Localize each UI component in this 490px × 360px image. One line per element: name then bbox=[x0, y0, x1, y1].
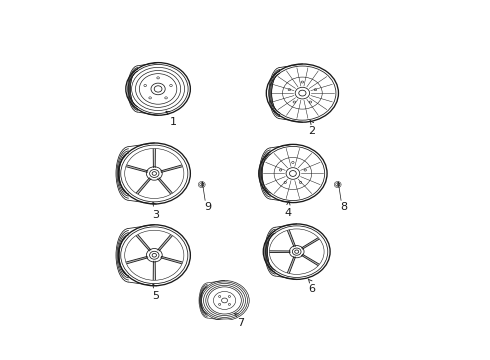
Text: 5: 5 bbox=[152, 291, 159, 301]
Text: 8: 8 bbox=[340, 202, 347, 212]
Text: 9: 9 bbox=[204, 202, 211, 212]
Text: 3: 3 bbox=[152, 210, 159, 220]
Text: 2: 2 bbox=[308, 126, 316, 136]
Text: 6: 6 bbox=[308, 284, 316, 294]
Text: 1: 1 bbox=[170, 117, 177, 127]
Text: 7: 7 bbox=[237, 318, 244, 328]
Text: 4: 4 bbox=[285, 208, 292, 218]
